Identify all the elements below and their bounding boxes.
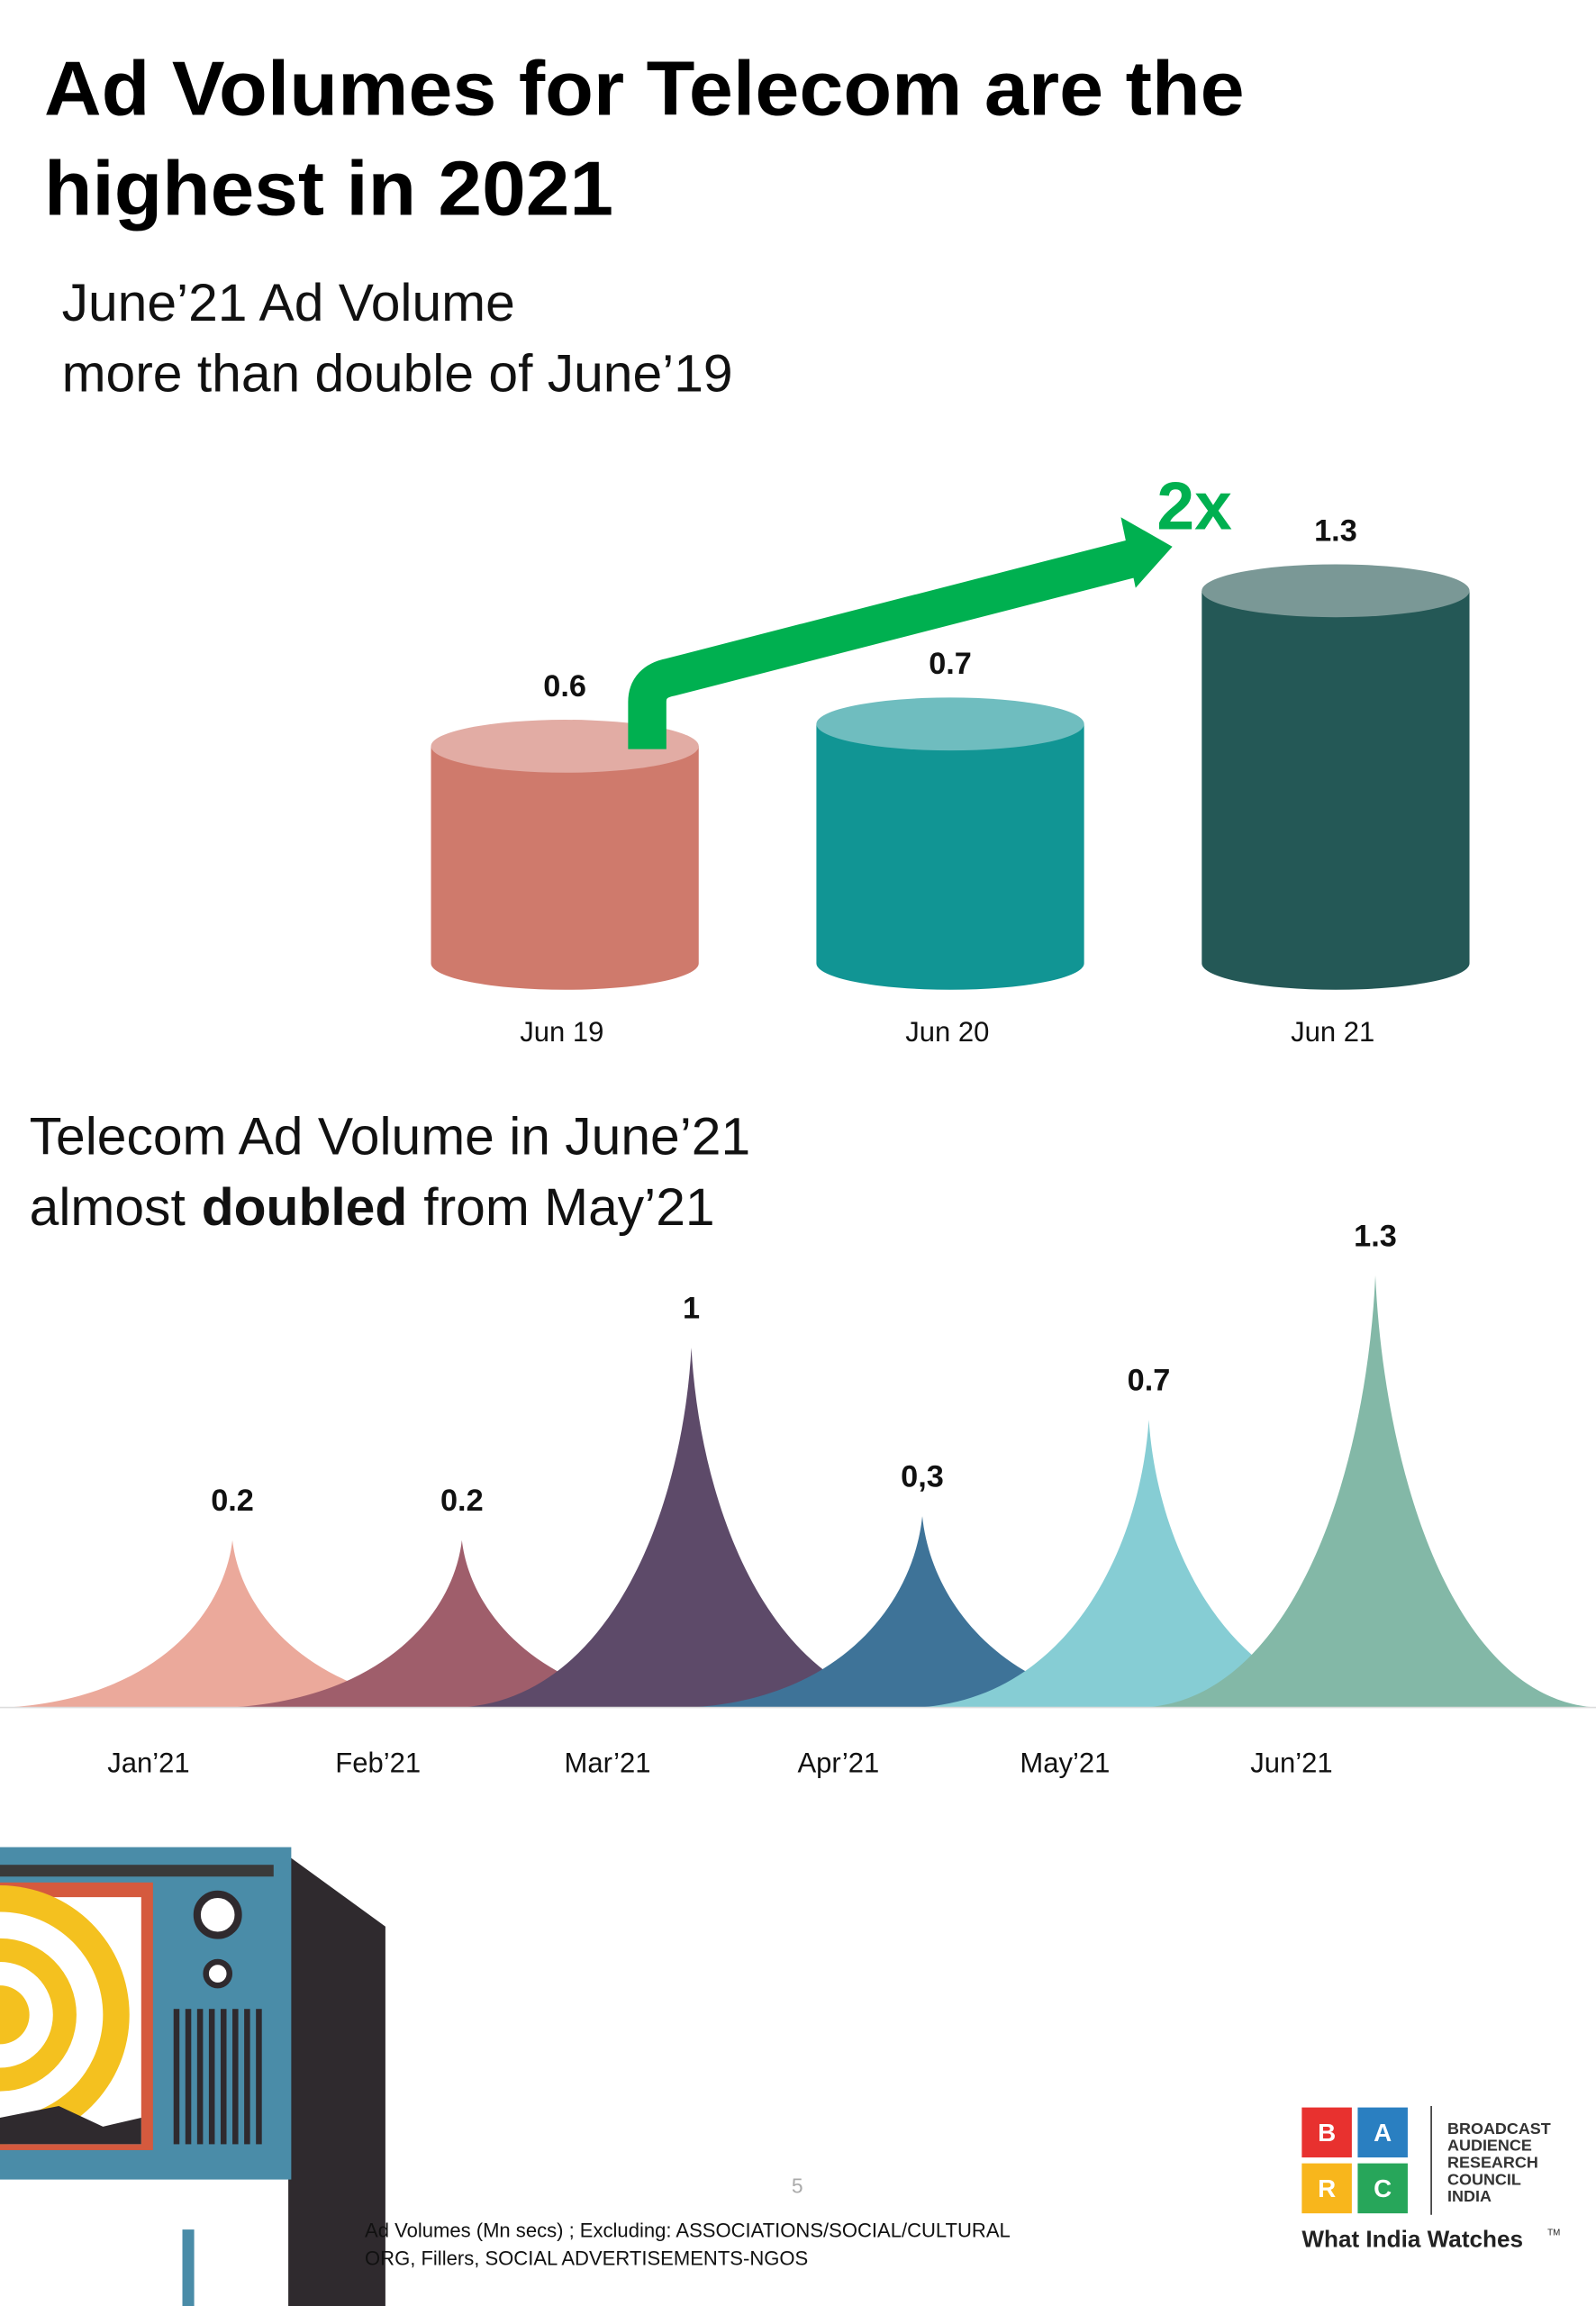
logo-name: BROADCAST [1447,2120,1551,2138]
category-label: Mar’21 [565,1747,651,1778]
cylinder-top [1202,564,1470,618]
logo-square [1301,2163,1352,2214]
logo-letter: R [1318,2174,1336,2202]
value-label: 0.7 [1128,1364,1171,1398]
cylinder-top [816,697,1084,751]
growth-annotation: 2x [1156,468,1232,544]
chart-subtitle: Telecom Ad Volume in June’21 [30,1108,751,1167]
footnote: ORG, Fillers, SOCIAL ADVERTISEMENTS-NGOS [365,2247,808,2269]
category-label: Jan’21 [107,1747,189,1778]
logo-letter: B [1318,2119,1336,2147]
category-label: Jun’21 [1250,1747,1332,1778]
peak [691,1516,1154,1708]
chart-subtitle: almost doubled from May’21 [30,1178,715,1237]
logo-tagline: What India Watches [1301,2226,1523,2253]
logo-letter: C [1374,2174,1392,2202]
growth-arrow-head [1120,517,1173,588]
tv-illustration [0,1847,385,2306]
logo-square [1301,2107,1352,2158]
category-label: Apr’21 [797,1747,879,1778]
category-label: Jun 19 [520,1016,603,1048]
category-label: Feb’21 [335,1747,421,1778]
page-title: highest in 2021 [44,145,613,231]
value-label: 0.2 [440,1484,484,1518]
subtitle-bold: doubled [202,1178,408,1237]
subtitle-part: almost [30,1178,186,1237]
logo-tm: TM [1547,2229,1560,2238]
value-label: 0.2 [211,1484,254,1518]
value-label: 0.7 [929,647,972,681]
page-number: 5 [792,2174,803,2197]
growth-arrow [628,540,1138,749]
logo-letter: A [1374,2119,1392,2147]
value-label: 1.3 [1354,1219,1397,1253]
peak [1144,1276,1596,1708]
cylinder [431,720,699,990]
category-label: Jun 21 [1291,1016,1374,1048]
value-label: 1.3 [1314,513,1357,548]
value-label: 1 [683,1292,700,1326]
logo-square [1357,2107,1408,2158]
logo-square [1357,2163,1408,2214]
page-title: Ad Volumes for Telecom are the [44,45,1245,131]
cylinder-body [816,723,1084,990]
category-label: May’21 [1020,1747,1110,1778]
logo-name: RESEARCH [1447,2154,1538,2172]
peak [918,1420,1380,1708]
peak [231,1539,694,1708]
subtitle-part: from May’21 [423,1178,714,1237]
logo-name: INDIA [1447,2187,1492,2205]
peak [460,1348,923,1708]
chart-subtitle: more than double of June’19 [62,344,733,403]
logo-name: AUDIENCE [1447,2137,1532,2155]
cylinder [1202,564,1470,990]
logo: B A R C BROADCAST AUDIENCE RESEARCH COUN… [1301,2105,1560,2253]
cylinder [816,697,1084,990]
category-label: Jun 20 [905,1016,989,1048]
footnote: Ad Volumes (Mn secs) ; Excluding: ASSOCI… [365,2219,1011,2241]
chart-subtitle: June’21 Ad Volume [62,274,515,332]
logo-name: COUNCIL [1447,2170,1521,2188]
cylinder-body [1202,590,1470,990]
cylinder-body [431,746,699,990]
value-label: 0.6 [543,669,586,704]
value-label: 0,3 [901,1459,944,1493]
peak [7,1539,464,1708]
